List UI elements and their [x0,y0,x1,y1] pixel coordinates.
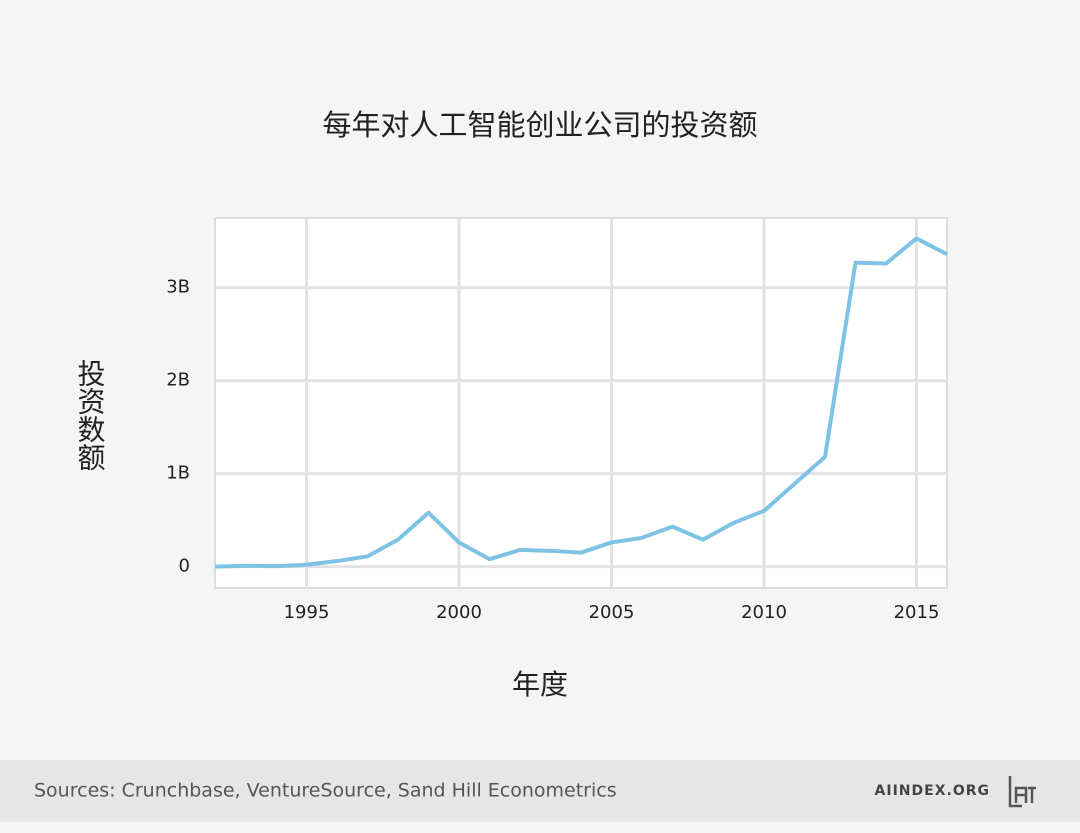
y-tick-label: 2B [166,370,190,391]
x-tick-label: 2010 [741,602,787,623]
y-tick-label: 0 [179,556,190,577]
x-axis-label: 年度 [512,668,568,701]
x-tick-label: 1995 [284,602,330,623]
y-axis-label: 投资数额 [74,359,107,471]
logo-bracket [1008,776,1022,808]
y-tick-label: 3B [166,277,190,298]
footer-source: Sources: Crunchbase, VentureSource, Sand… [34,780,617,802]
data-line [214,236,948,569]
x-tick-label: 2005 [589,602,635,623]
logo-letters [1014,786,1036,803]
footer-bar [0,760,1080,822]
plot-area [214,217,948,589]
chart-title: 每年对人工智能创业公司的投资额 [322,108,757,142]
logo [1008,776,1036,808]
y-tick-label: 1B [166,463,190,484]
x-tick-label: 2015 [894,602,940,623]
x-tick-label: 2000 [436,602,482,623]
footer-site: AIINDEX.ORG [875,783,990,799]
